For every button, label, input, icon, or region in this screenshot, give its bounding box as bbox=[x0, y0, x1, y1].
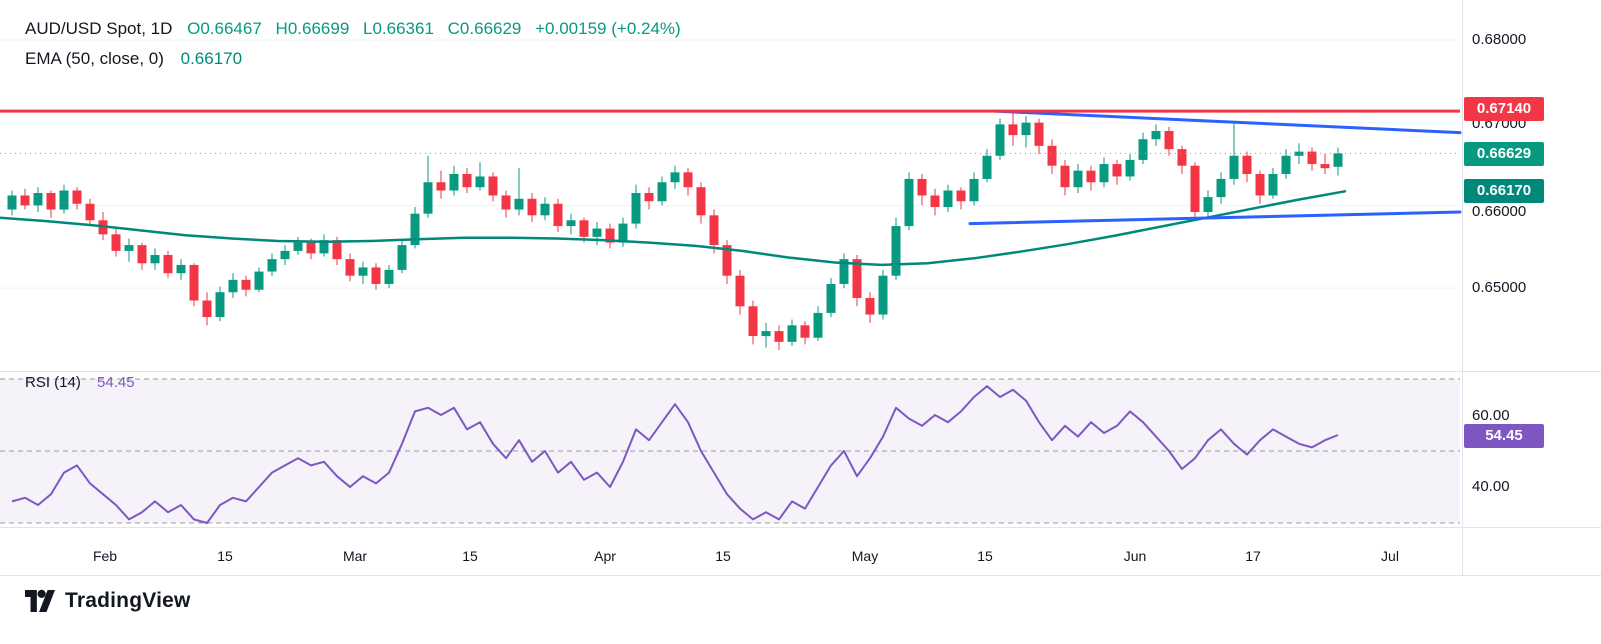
symbol-title[interactable]: AUD/USD Spot, 1D bbox=[25, 19, 173, 38]
time-label-jun17[interactable]: 17 bbox=[1245, 548, 1261, 564]
rsi-indicator-value: 54.45 bbox=[97, 374, 135, 391]
rsi-tick-40: 40.00 bbox=[1472, 478, 1510, 495]
ohlc-open: O0.66467 bbox=[187, 19, 262, 38]
ema-indicator-label[interactable]: EMA (50, close, 0) bbox=[25, 49, 164, 68]
ohlc-close: C0.66629 bbox=[447, 19, 522, 38]
tradingview-branding[interactable]: TradingView bbox=[25, 588, 191, 614]
tradingview-logo bbox=[25, 589, 55, 613]
time-label-apr[interactable]: Apr bbox=[594, 548, 616, 564]
symbol-legend[interactable]: AUD/USD Spot, 1D O0.66467 H0.66699 L0.66… bbox=[25, 18, 690, 70]
time-label-apr15[interactable]: 15 bbox=[715, 548, 731, 564]
ohlc-low: L0.66361 bbox=[363, 19, 434, 38]
time-label-feb15[interactable]: 15 bbox=[217, 548, 233, 564]
ema-legend-row[interactable]: EMA (50, close, 0) 0.66170 bbox=[25, 48, 690, 70]
ohlc-change: +0.00159 (+0.24%) bbox=[535, 19, 681, 38]
ohlc-high: H0.66699 bbox=[275, 19, 350, 38]
price-tick-065000: 0.65000 bbox=[1472, 279, 1527, 296]
rsi-tick-60: 60.00 bbox=[1472, 407, 1510, 424]
rsi-value-tag: 54.45 bbox=[1464, 424, 1544, 448]
time-label-jun[interactable]: Jun bbox=[1123, 548, 1147, 564]
rsi-indicator-label[interactable]: RSI (14) bbox=[25, 374, 81, 391]
ema-indicator-value: 0.66170 bbox=[180, 49, 243, 68]
tradingview-wordmark: TradingView bbox=[65, 589, 191, 612]
price-tick-066000: 0.66000 bbox=[1472, 203, 1527, 220]
time-label-mar[interactable]: Mar bbox=[342, 548, 368, 564]
price-tick-068000: 0.68000 bbox=[1472, 31, 1527, 48]
ema-price-tag: 0.66170 bbox=[1464, 179, 1544, 203]
time-label-mar15[interactable]: 15 bbox=[462, 548, 478, 564]
time-label-may[interactable]: May bbox=[851, 548, 879, 564]
time-label-may15[interactable]: 15 bbox=[977, 548, 993, 564]
resistance-price-tag[interactable]: 0.67140 bbox=[1464, 97, 1544, 121]
rsi-legend[interactable]: RSI (14) 54.45 bbox=[25, 374, 135, 391]
time-label-feb[interactable]: Feb bbox=[92, 548, 118, 564]
last-price-tag: 0.66629 bbox=[1464, 142, 1544, 166]
symbol-ohlc-row: AUD/USD Spot, 1D O0.66467 H0.66699 L0.66… bbox=[25, 18, 690, 40]
time-label-jul[interactable]: Jul bbox=[1381, 548, 1399, 564]
